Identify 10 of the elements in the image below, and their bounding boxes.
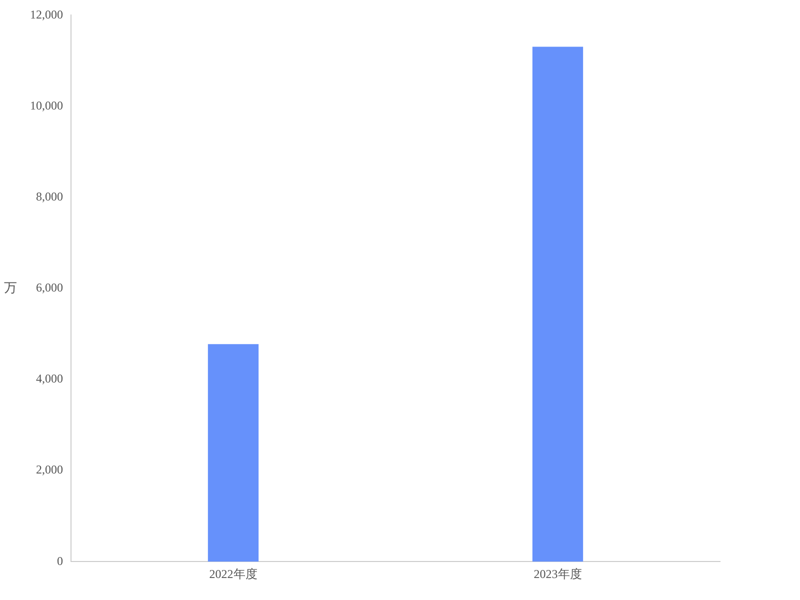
y-tick-label: 6,000 — [36, 280, 63, 295]
y-tick-label: 4,000 — [36, 372, 63, 386]
y-tick-label: 0 — [57, 554, 63, 568]
y-axis-title: 万 — [4, 280, 17, 296]
y-tick-label: 2,000 — [36, 462, 63, 477]
x-tick-label: 2022年度 — [209, 566, 258, 581]
y-tick-label: 10,000 — [30, 98, 63, 112]
y-tick-label: 12,000 — [30, 7, 63, 22]
x-tick-label: 2023年度 — [534, 566, 582, 581]
y-tick-label: 8,000 — [36, 189, 63, 204]
